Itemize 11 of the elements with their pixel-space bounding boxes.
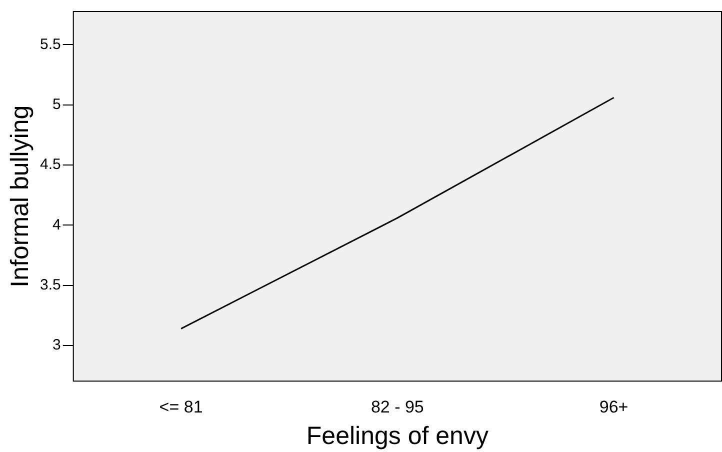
y-tick-label: 4.5 [40, 156, 61, 174]
y-tick-label: 5.5 [40, 36, 61, 53]
y-tick-label: 3 [52, 336, 61, 354]
y-tick-label: 5 [52, 96, 61, 113]
x-axis-title: Feelings of envy [306, 422, 489, 450]
x-tick-label: 82 - 95 [370, 397, 424, 416]
y-axis-title: Informal bullying [6, 105, 34, 288]
y-tick-label: 3.5 [40, 276, 61, 294]
x-tick-label: 96+ [599, 397, 628, 416]
x-tick-label: <= 81 [159, 397, 203, 416]
y-tick-label: 4 [52, 216, 61, 234]
